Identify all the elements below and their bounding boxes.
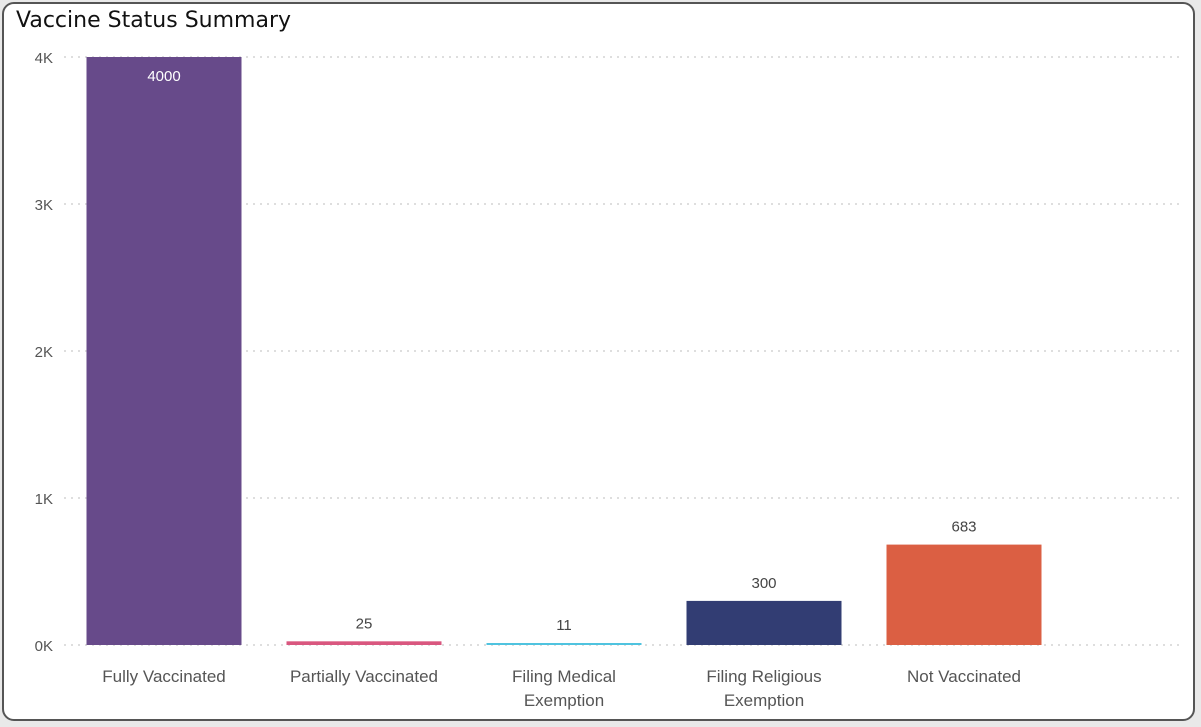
- y-tick-label: 0K: [35, 638, 53, 655]
- x-tick-label: Not Vaccinated: [907, 667, 1021, 686]
- y-tick-label: 2K: [35, 344, 53, 361]
- data-label: 25: [356, 615, 373, 632]
- data-label: 11: [556, 617, 572, 634]
- x-tick-label: Fully Vaccinated: [102, 667, 225, 686]
- bar: [486, 643, 642, 645]
- bar: [686, 600, 842, 645]
- y-tick-label: 1K: [35, 491, 53, 508]
- bar: [286, 641, 442, 645]
- x-tick-label: Partially Vaccinated: [290, 667, 438, 686]
- y-tick-label: 4K: [35, 50, 53, 67]
- x-tick-label: Filing Religious: [706, 667, 821, 686]
- x-tick-label: Filing Medical: [512, 667, 616, 686]
- bar: [86, 57, 242, 645]
- data-label: 683: [951, 519, 976, 536]
- bar: [886, 544, 1042, 645]
- data-label: 4000: [147, 68, 180, 85]
- chart-title: Vaccine Status Summary: [16, 8, 292, 33]
- y-tick-label: 3K: [35, 197, 53, 214]
- x-tick-label: Exemption: [524, 691, 604, 710]
- x-tick-label: Exemption: [724, 691, 804, 710]
- data-label: 300: [751, 575, 776, 592]
- bar-chart: 0K 1K 2K 3K 4K 4000 Fully Vaccinated 25 Partiall…: [35, 50, 1179, 710]
